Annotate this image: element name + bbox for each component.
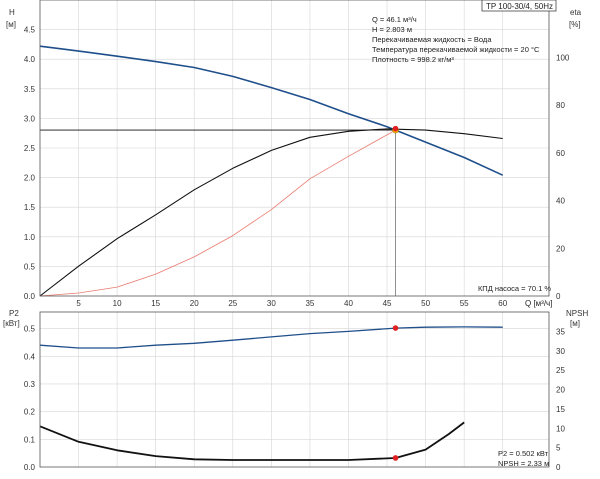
lower-ylabel-right-line2: [м] bbox=[570, 319, 580, 328]
upper-y-left-tick-6: 3.0 bbox=[24, 114, 36, 123]
upper-y-left-tick-1: 0.5 bbox=[24, 262, 36, 271]
upper-y-left-tick-9: 4.5 bbox=[24, 26, 36, 35]
info-q: Q = 46.1 м³/ч bbox=[372, 15, 417, 24]
lower-y-right-tick-2: 10 bbox=[556, 424, 565, 433]
info-liquid: Перекачиваемая жидкость = Вода bbox=[372, 35, 492, 44]
lower-ylabel-right-line1: NPSH bbox=[566, 309, 588, 318]
x-tick-label-6: 35 bbox=[305, 299, 314, 308]
grid-layer bbox=[40, 0, 549, 467]
upper-y-right-tick-3: 60 bbox=[556, 149, 565, 158]
upper-y-left-tick-0: 0.0 bbox=[24, 292, 36, 301]
x-tick-label-11: 60 bbox=[498, 299, 507, 308]
lower-plot-frame bbox=[39, 311, 550, 468]
lower-y-left-tick-4: 0.4 bbox=[24, 352, 36, 361]
info-density: Плотность = 998.2 кг/м³ bbox=[372, 55, 454, 64]
x-axis-label: Q [м³/ч] bbox=[525, 299, 552, 308]
efficiency-curve bbox=[39, 128, 503, 297]
x-tick-label-5: 30 bbox=[267, 299, 276, 308]
lower-y-left-tick-5: 0.5 bbox=[24, 325, 36, 334]
x-tick-label-3: 20 bbox=[190, 299, 199, 308]
efficiency-point-marker bbox=[392, 125, 399, 132]
x-tick-label-8: 45 bbox=[383, 299, 392, 308]
upper-y-right-tick-5: 100 bbox=[556, 53, 570, 62]
lower-y-right-tick-4: 20 bbox=[556, 386, 565, 395]
lower-y-left-tick-1: 0.1 bbox=[24, 435, 36, 444]
power-curve bbox=[39, 326, 503, 349]
x-tick-label-9: 50 bbox=[421, 299, 430, 308]
info-p2: P2 = 0.502 кВт bbox=[498, 449, 549, 458]
info-h: H = 2.803 м bbox=[372, 25, 412, 34]
lower-y-right-tick-3: 15 bbox=[556, 405, 565, 414]
upper-y-left-tick-5: 2.5 bbox=[24, 144, 36, 153]
model-label-box bbox=[481, 0, 557, 12]
model-label: TP 100-30/4, 50Hz bbox=[486, 2, 553, 11]
lower-y-right-tick-1: 5 bbox=[556, 444, 561, 453]
x-tick-label-10: 55 bbox=[460, 299, 469, 308]
x-tick-label-0: 5 bbox=[76, 299, 81, 308]
upper-ylabel-left-line1: H bbox=[9, 8, 15, 17]
upper-y-right-tick-1: 20 bbox=[556, 244, 565, 253]
lower-y-right-tick-0: 0 bbox=[556, 463, 561, 472]
upper-y-right-tick-2: 40 bbox=[556, 197, 565, 206]
upper-y-right-tick-4: 80 bbox=[556, 101, 565, 110]
x-tick-label-2: 15 bbox=[151, 299, 160, 308]
efficiency-label: КПД насоса = 70.1 % bbox=[478, 284, 551, 293]
npsh-curve bbox=[39, 421, 465, 461]
lower-ylabel-left-line1: P2 bbox=[9, 309, 19, 318]
axis-layer: 5 10 15 20 25 30 35 40 45 50 55 600.00.51.01.52.02.… bbox=[24, 0, 570, 472]
upper-y-right-tick-0: 0 bbox=[556, 292, 561, 301]
x-tick-label-7: 40 bbox=[344, 299, 353, 308]
upper-y-left-tick-8: 4.0 bbox=[24, 55, 36, 64]
system-curve bbox=[39, 129, 396, 297]
lower-y-left-tick-3: 0.3 bbox=[24, 380, 36, 389]
lower-y-left-tick-2: 0.2 bbox=[24, 408, 36, 417]
info-temperature: Температура перекачиваемой жидкости = 20… bbox=[372, 45, 540, 54]
lower-y-right-tick-7: 35 bbox=[556, 327, 565, 336]
x-tick-label-1: 10 bbox=[113, 299, 122, 308]
lower-y-left-tick-0: 0.0 bbox=[24, 463, 36, 472]
lower-y-right-tick-5: 25 bbox=[556, 366, 565, 375]
upper-y-left-tick-3: 1.5 bbox=[24, 203, 36, 212]
upper-y-left-tick-7: 3.5 bbox=[24, 85, 36, 94]
upper-ylabel-right-line2: [%] bbox=[569, 20, 581, 29]
upper-ylabel-left-line2: [м] bbox=[6, 20, 16, 29]
upper-plot-frame bbox=[39, 0, 550, 297]
npsh-point-marker bbox=[392, 455, 399, 461]
upper-y-left-tick-2: 1.0 bbox=[24, 233, 36, 242]
series-layer bbox=[39, 45, 504, 461]
info-npsh: NPSH = 2.33 м bbox=[498, 459, 549, 468]
head-curve bbox=[39, 45, 504, 176]
upper-y-left-tick-4: 2.0 bbox=[24, 174, 36, 183]
x-tick-label-4: 25 bbox=[228, 299, 237, 308]
power-point-marker bbox=[392, 325, 399, 331]
upper-ylabel-right-line1: eta bbox=[570, 8, 582, 17]
lower-ylabel-left-line2: [кВт] bbox=[3, 319, 20, 328]
lower-y-right-tick-6: 30 bbox=[556, 347, 565, 356]
